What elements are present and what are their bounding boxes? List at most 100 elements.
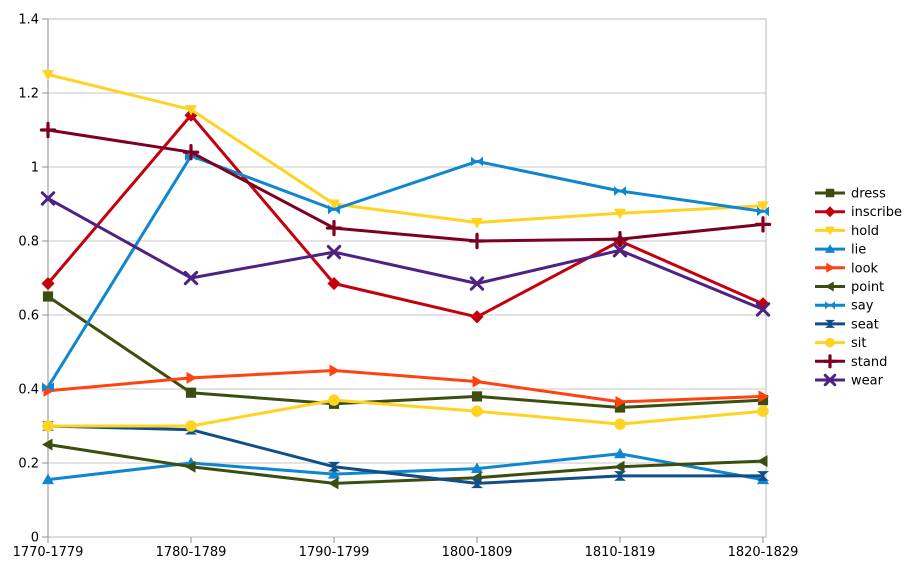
series-point xyxy=(42,438,768,490)
triangle-left-marker xyxy=(328,477,339,490)
x-marker xyxy=(40,191,56,206)
x-marker xyxy=(612,243,628,258)
plus-marker xyxy=(39,121,57,139)
hourglass-marker xyxy=(757,471,769,481)
triangle-up-marker xyxy=(42,473,54,485)
triangle-left-marker xyxy=(42,438,53,451)
y-axis-label-1.2: 1.2 xyxy=(18,87,39,102)
triangle-right-marker xyxy=(186,371,197,384)
x-axis-label-1780-1789: 1780-1789 xyxy=(156,545,227,560)
legend-item-dress: dress xyxy=(815,187,886,202)
triangle-right-marker xyxy=(472,375,483,388)
legend-item-look: look xyxy=(815,261,879,276)
legend-item-sit: sit xyxy=(815,336,866,351)
legend-label-hold: hold xyxy=(851,224,879,239)
triangle-down-marker xyxy=(328,199,340,210)
legend-label-stand: stand xyxy=(851,355,887,370)
plus-marker xyxy=(754,216,772,233)
legend-label-seat: seat xyxy=(851,317,879,332)
square-marker xyxy=(471,391,483,402)
hourglass-marker xyxy=(614,471,626,481)
legend-item-stand: stand xyxy=(815,354,887,370)
y-axis-label-0.6: 0.6 xyxy=(18,309,39,324)
legend-label-inscribe: inscribe xyxy=(851,205,902,220)
series-line-sit xyxy=(46,398,765,428)
triangle-down-marker xyxy=(757,201,769,212)
triangle-up-marker xyxy=(825,244,835,253)
triangle-up-marker xyxy=(328,468,340,479)
square-marker xyxy=(614,402,626,413)
triangle-down-marker xyxy=(825,226,835,236)
legend-item-lie: lie xyxy=(815,243,866,258)
legend-item-seat: seat xyxy=(815,317,879,332)
x-axis-label-1770-1779: 1770-1779 xyxy=(13,545,84,560)
triangle-right-marker xyxy=(615,395,626,408)
series-line-look xyxy=(46,369,765,404)
series-line-stand xyxy=(46,128,765,243)
triangle-right-marker xyxy=(758,390,769,403)
plus-marker xyxy=(468,232,486,250)
circle-marker xyxy=(825,337,835,348)
legend: dress inscribe hold lie look point say seat sit s… xyxy=(815,187,902,389)
diamond-marker xyxy=(470,310,484,324)
series-group xyxy=(39,70,772,490)
circle-marker xyxy=(471,405,483,417)
legend-item-hold: hold xyxy=(815,224,879,239)
triangle-up-marker xyxy=(471,462,483,474)
hourglass-marker xyxy=(328,461,340,472)
x-marker xyxy=(823,373,837,387)
circle-marker xyxy=(614,418,626,430)
bowtie-marker xyxy=(42,382,54,392)
legend-label-wear: wear xyxy=(851,374,884,389)
square-marker xyxy=(825,188,835,198)
legend-label-lie: lie xyxy=(851,243,866,258)
triangle-right-marker xyxy=(329,364,340,377)
square-marker xyxy=(757,395,769,406)
triangle-left-marker xyxy=(757,455,768,468)
legend-label-dress: dress xyxy=(851,187,886,202)
triangle-left-marker xyxy=(614,460,625,473)
x-marker xyxy=(183,270,199,286)
plus-marker xyxy=(822,354,838,369)
series-dress xyxy=(42,291,769,413)
y-axis-label-0: 0 xyxy=(31,531,39,546)
circle-marker xyxy=(328,394,340,406)
triangle-left-marker xyxy=(185,460,196,473)
x-axis-label-1820-1829: 1820-1829 xyxy=(728,545,799,560)
triangle-down-marker xyxy=(471,218,483,229)
plus-marker xyxy=(325,219,343,237)
series-line-lie xyxy=(46,452,765,482)
square-marker xyxy=(185,387,197,398)
legend-label-look: look xyxy=(851,261,879,276)
series-line-seat xyxy=(46,424,765,485)
y-axis-label-1.4: 1.4 xyxy=(18,13,39,28)
x-marker xyxy=(755,302,771,317)
series-hold xyxy=(42,70,769,229)
plus-marker xyxy=(611,230,629,248)
circle-marker xyxy=(185,420,197,432)
square-marker xyxy=(42,291,54,302)
series-line-inscribe xyxy=(46,113,765,319)
y-axis-label-0.4: 0.4 xyxy=(18,383,39,398)
legend-label-sit: sit xyxy=(851,336,866,351)
series-line-wear xyxy=(46,196,765,311)
bowtie-marker xyxy=(614,186,626,196)
series-line-dress xyxy=(46,295,765,409)
series-stand xyxy=(39,121,772,250)
diamond-marker xyxy=(327,276,341,291)
triangle-down-marker xyxy=(614,208,626,220)
diamond-marker xyxy=(41,276,55,291)
legend-item-inscribe: inscribe xyxy=(815,205,902,220)
diamond-marker xyxy=(824,206,836,218)
circle-marker xyxy=(757,405,769,417)
x-axis-label-1790-1799: 1790-1799 xyxy=(299,545,370,560)
series-lie xyxy=(42,447,769,485)
triangle-down-marker xyxy=(185,105,197,116)
series-inscribe xyxy=(41,108,770,324)
bowtie-marker xyxy=(328,204,340,215)
x-marker xyxy=(469,276,485,291)
x-axis-label-1800-1809: 1800-1809 xyxy=(442,545,513,560)
plus-marker xyxy=(182,144,200,161)
